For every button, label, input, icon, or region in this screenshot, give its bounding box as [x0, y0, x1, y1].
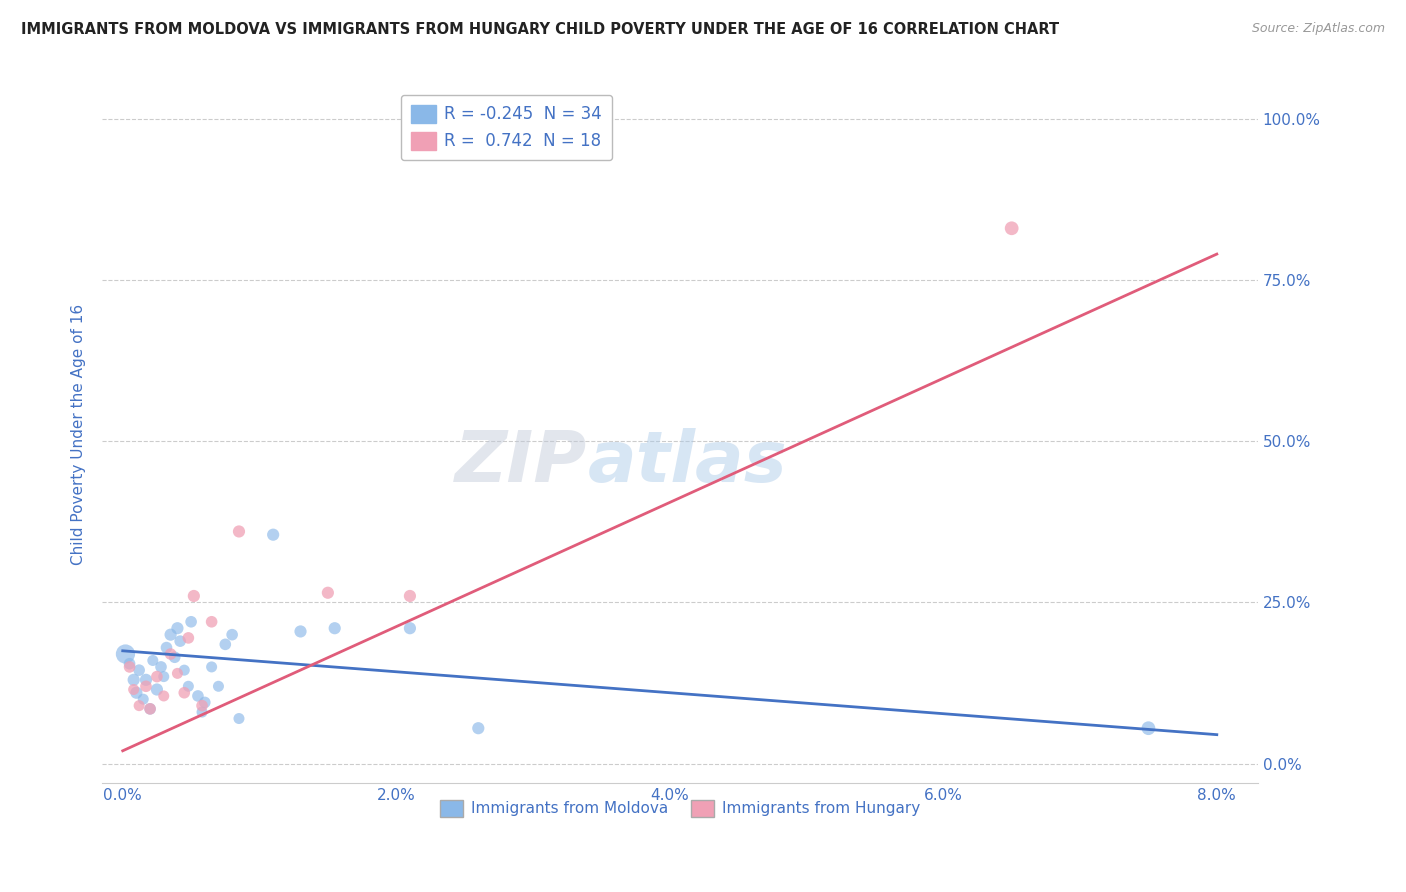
Point [316, 586, 339, 600]
Point [173, 686, 195, 700]
Point [118, 657, 141, 671]
Y-axis label: Child Poverty Under the Age of 16: Child Poverty Under the Age of 16 [72, 304, 86, 566]
Point [128, 698, 150, 713]
Point [135, 673, 157, 687]
Point [139, 702, 162, 716]
Point [177, 679, 200, 693]
Point [214, 637, 236, 651]
Point [166, 621, 188, 635]
Point [169, 634, 191, 648]
Point [1137, 721, 1160, 735]
Point [173, 663, 195, 677]
Point [1001, 221, 1024, 235]
Point [128, 663, 150, 677]
Point [152, 689, 174, 703]
Point [155, 640, 177, 655]
Point [183, 589, 205, 603]
Point [159, 647, 181, 661]
Point [146, 682, 169, 697]
Point [150, 660, 173, 674]
Point [166, 666, 188, 681]
Point [135, 679, 157, 693]
Point [201, 660, 224, 674]
Text: atlas: atlas [588, 428, 787, 497]
Text: IMMIGRANTS FROM MOLDOVA VS IMMIGRANTS FROM HUNGARY CHILD POVERTY UNDER THE AGE O: IMMIGRANTS FROM MOLDOVA VS IMMIGRANTS FR… [21, 22, 1059, 37]
Point [228, 712, 250, 726]
Point [221, 628, 243, 642]
Point [114, 647, 136, 661]
Point [262, 527, 284, 541]
Point [399, 589, 422, 603]
Point [152, 670, 174, 684]
Legend: Immigrants from Moldova, Immigrants from Hungary: Immigrants from Moldova, Immigrants from… [433, 792, 928, 824]
Point [163, 650, 186, 665]
Point [118, 660, 141, 674]
Point [194, 695, 217, 709]
Point [125, 686, 148, 700]
Point [191, 705, 214, 719]
Point [201, 615, 224, 629]
Point [399, 621, 422, 635]
Point [177, 631, 200, 645]
Point [139, 702, 162, 716]
Point [180, 615, 202, 629]
Point [290, 624, 312, 639]
Point [207, 679, 229, 693]
Point [132, 692, 155, 706]
Point [122, 682, 145, 697]
Point [191, 698, 214, 713]
Point [228, 524, 250, 539]
Text: ZIP: ZIP [456, 428, 588, 497]
Point [122, 673, 145, 687]
Point [323, 621, 346, 635]
Text: Source: ZipAtlas.com: Source: ZipAtlas.com [1251, 22, 1385, 36]
Point [142, 653, 165, 667]
Point [146, 670, 169, 684]
Point [467, 721, 489, 735]
Point [159, 628, 181, 642]
Point [187, 689, 209, 703]
